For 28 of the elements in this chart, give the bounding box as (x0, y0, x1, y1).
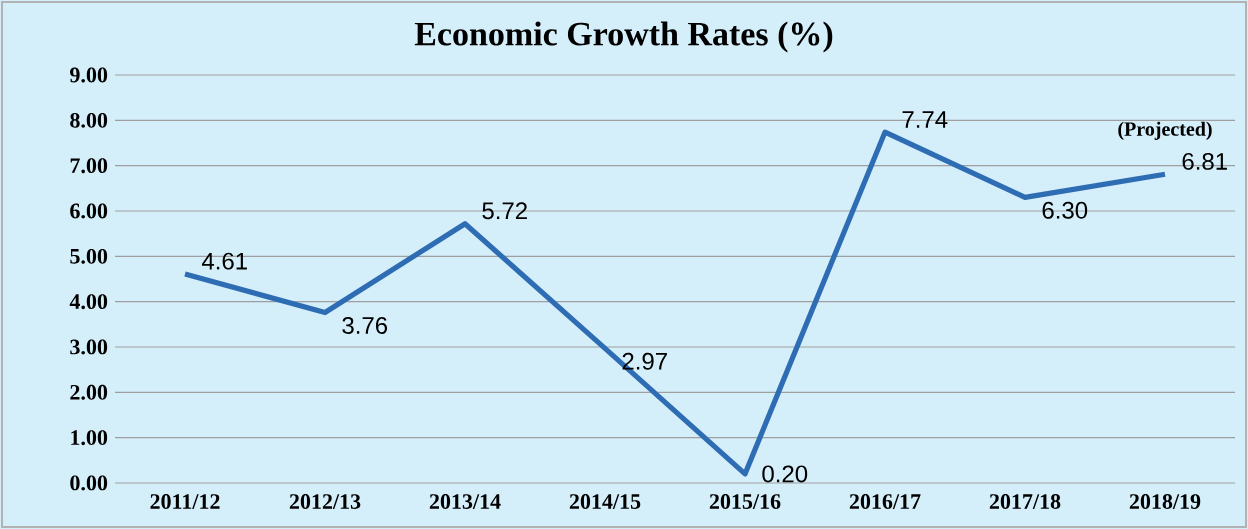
y-tick-label: 0.00 (70, 475, 108, 491)
y-tick-label: 5.00 (70, 248, 108, 264)
y-tick-label: 8.00 (70, 112, 108, 128)
y-tick-label: 7.00 (70, 158, 108, 174)
data-label: 6.81 (1182, 152, 1227, 170)
x-tick-label: 2017/18 (989, 494, 1061, 509)
data-label: 3.76 (342, 316, 388, 334)
y-tick-label: 4.00 (69, 294, 108, 310)
y-tick-label: 6.00 (70, 203, 108, 219)
data-label: 5.72 (482, 202, 527, 220)
data-label: 2.97 (622, 352, 667, 370)
y-tick-label: 1.00 (71, 430, 108, 446)
x-tick-label: 2018/19 (1129, 494, 1201, 509)
y-tick-label: 3.00 (70, 339, 108, 355)
chart-title: Economic Growth Rates (%) (414, 21, 833, 53)
x-tick-label: 2012/13 (289, 494, 361, 509)
y-tick-label: 2.00 (70, 384, 108, 400)
x-tick-label: 2011/12 (150, 494, 220, 509)
x-tick-label: 2014/15 (569, 494, 641, 509)
data-label: 4.61 (201, 252, 247, 270)
data-label: 0.20 (762, 465, 808, 483)
y-tick-label: 9.00 (70, 67, 108, 83)
data-label: 7.74 (902, 111, 948, 128)
x-tick-label: 2016/17 (849, 494, 921, 509)
data-label: 6.30 (1042, 201, 1088, 219)
x-tick-label: 2013/14 (429, 494, 501, 509)
x-tick-label: 2015/16 (709, 494, 781, 509)
annotation: (Projected) (1118, 121, 1212, 140)
